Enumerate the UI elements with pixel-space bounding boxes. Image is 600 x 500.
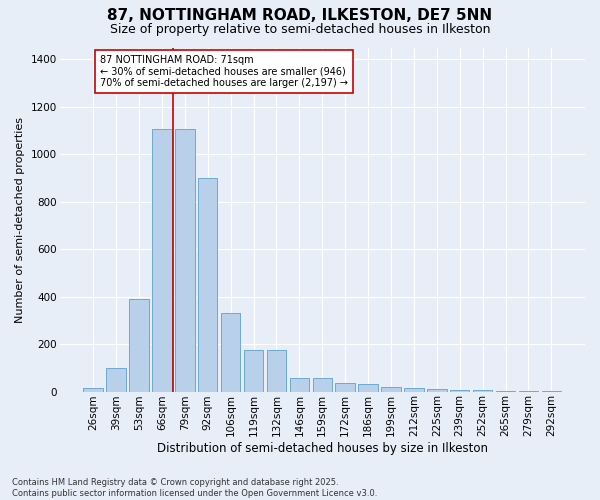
Bar [496, 391, 515, 392]
Bar [129, 299, 149, 392]
Bar [198, 178, 217, 392]
Text: 87, NOTTINGHAM ROAD, ILKESTON, DE7 5NN: 87, NOTTINGHAM ROAD, ILKESTON, DE7 5NN [107, 8, 493, 22]
Bar [450, 390, 469, 392]
Bar [152, 130, 172, 392]
Text: Contains HM Land Registry data © Crown copyright and database right 2025.
Contai: Contains HM Land Registry data © Crown c… [12, 478, 377, 498]
Y-axis label: Number of semi-detached properties: Number of semi-detached properties [15, 116, 25, 322]
Bar [106, 368, 126, 392]
Bar [427, 389, 446, 392]
Bar [381, 387, 401, 392]
Bar [473, 390, 493, 392]
X-axis label: Distribution of semi-detached houses by size in Ilkeston: Distribution of semi-detached houses by … [157, 442, 488, 455]
Text: 87 NOTTINGHAM ROAD: 71sqm
← 30% of semi-detached houses are smaller (946)
70% of: 87 NOTTINGHAM ROAD: 71sqm ← 30% of semi-… [100, 54, 348, 88]
Bar [244, 350, 263, 392]
Bar [83, 388, 103, 392]
Text: Size of property relative to semi-detached houses in Ilkeston: Size of property relative to semi-detach… [110, 22, 490, 36]
Bar [221, 313, 241, 392]
Bar [404, 388, 424, 392]
Bar [175, 130, 194, 392]
Bar [358, 384, 378, 392]
Bar [267, 350, 286, 392]
Bar [290, 378, 309, 392]
Bar [335, 383, 355, 392]
Bar [313, 378, 332, 392]
